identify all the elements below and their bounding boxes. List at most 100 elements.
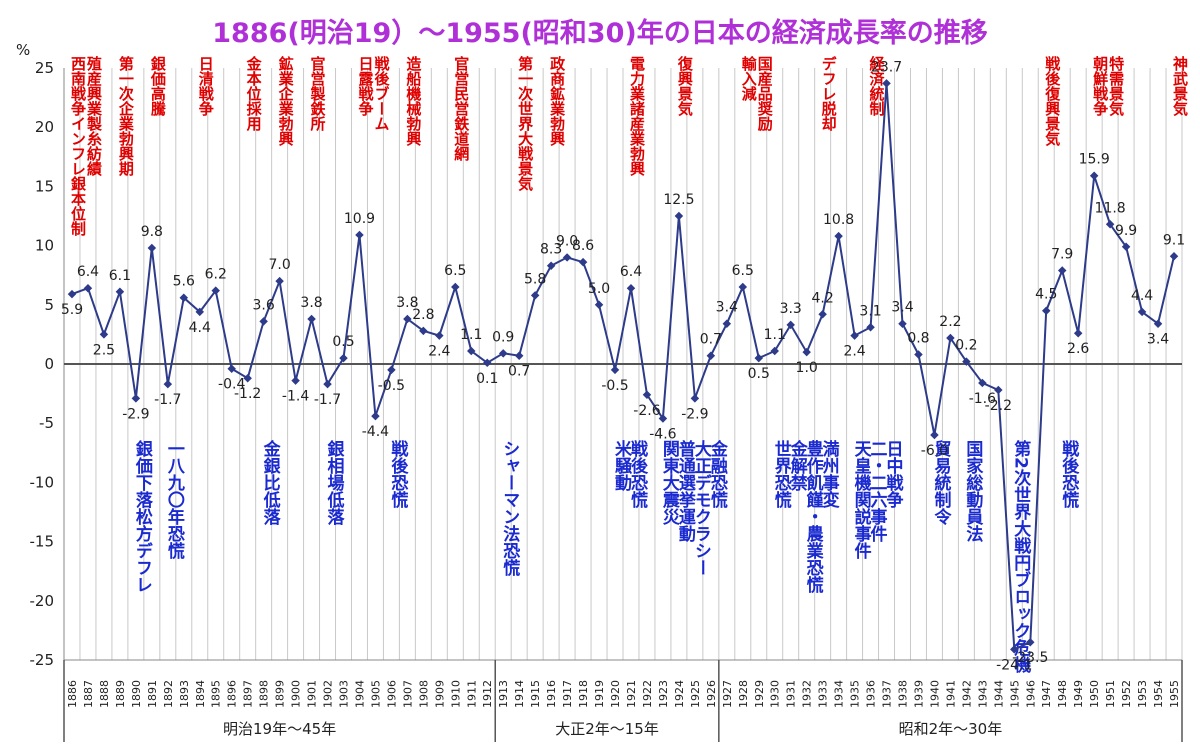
boom-event-label: 日清戦争 [197,56,215,117]
data-point [131,394,141,403]
data-label: 4.4 [189,320,211,336]
x-tick-label: 1944 [992,680,1005,708]
x-tick-label: 1941 [944,680,957,708]
x-tick-label: 1897 [242,680,255,708]
data-label: 6.1 [109,268,131,284]
boom-event-label: 輸入減 [740,55,758,102]
data-label: 2.8 [412,307,434,323]
data-label: 0.7 [508,364,530,380]
data-label: -23.5 [1012,650,1048,666]
data-point [323,379,332,389]
x-axis-ticks: 1886 1887 1888 1889 1890 1891 1892 1893 1894 1895… [66,680,1181,708]
y-tick-label: 25 [35,59,54,77]
boom-event-label: 復興景気 [676,55,694,117]
boom-event-label: 国産品奨励 [756,56,774,132]
era-label: 大正2年～15年 [555,720,659,738]
data-label: 3.3 [780,301,802,317]
data-label: 9.0 [556,233,578,249]
x-tick-label: 1903 [338,680,351,708]
data-label: 0.5 [332,334,354,350]
data-point [914,350,923,359]
boom-event-label: 戦後ブーム [372,55,390,131]
data-label: -1.4 [282,389,309,405]
x-tick-label: 1928 [737,680,750,708]
data-label: 0.1 [476,371,498,387]
x-tick-label: 1930 [769,680,782,708]
data-point [419,326,428,336]
y-tick-label: -5 [39,414,54,432]
crisis-event-label: 戦後恐慌 [1058,439,1079,509]
x-tick-label: 1899 [274,680,287,708]
x-tick-label: 1915 [529,680,542,708]
data-label: 7.9 [1051,246,1073,262]
data-label: 5.6 [173,274,195,290]
data-label: 8.6 [572,238,594,254]
y-tick-label: -15 [30,533,55,551]
data-point [738,282,748,292]
x-tick-label: 1907 [401,680,414,708]
data-label: 8.3 [540,242,562,258]
data-label: 6.5 [444,263,466,279]
data-label: 2.4 [843,344,865,360]
data-point [610,365,620,375]
data-point [498,349,508,358]
boom-event-label: 官営民営鉄道網 [452,55,470,162]
data-label: 3.4 [891,300,913,316]
data-label: 1.0 [796,360,818,376]
crisis-event-label: 大正デモクラシー [691,439,712,576]
data-label: 11.8 [1095,200,1126,216]
chart-title: 1886(明治19）～1955(昭和30)年の日本の経済成長率の推移 [212,17,987,49]
x-tick-label: 1908 [417,680,430,708]
x-tick-label: 1940 [928,680,941,708]
x-tick-label: 1896 [226,680,239,708]
crisis-event-label: 第2次世界大戦円ブロック危機 [1010,439,1032,674]
x-tick-label: 1892 [162,680,175,708]
data-point [483,358,492,368]
data-point [275,276,284,286]
x-tick-label: 1949 [1072,680,1085,708]
data-point [467,346,476,356]
boom-event-label: 戦後復興景気 [1043,55,1061,147]
x-tick-label: 1953 [1136,680,1149,708]
data-point [339,353,348,363]
boom-event-label: 第一次世界大戦景気 [516,55,534,192]
data-label: 6.4 [620,264,642,280]
data-point [706,351,716,360]
data-label: -6.0 [921,443,948,459]
era-label: 明治19年～45年 [223,720,336,738]
data-label: 9.9 [1115,223,1137,239]
y-tick-label: -20 [30,592,55,610]
x-tick-label: 1937 [881,680,894,708]
boom-event-label: 西南戦争インフレ銀本位制 [69,56,87,237]
grid-lines [63,68,1183,661]
data-label: 0.8 [907,331,929,347]
x-tick-label: 1890 [130,680,143,708]
data-label: 4.2 [812,290,834,306]
x-tick-label: 1919 [593,680,606,708]
data-point [754,353,763,363]
data-label: -0.5 [378,378,405,394]
data-point [834,231,843,241]
x-tick-label: 1943 [976,680,989,708]
x-tick-label: 1951 [1104,680,1117,708]
data-label: 7.0 [268,257,290,273]
data-label: -4.6 [649,426,676,442]
data-point [946,333,955,343]
data-point [451,282,460,292]
x-tick-label: 1898 [258,680,271,708]
x-tick-label: 1922 [641,680,654,708]
boom-event-label: 金本位採用 [245,55,263,132]
crisis-event-label: 豊作飢饉・農業恐慌 [803,439,825,594]
x-tick-label: 1938 [897,680,910,708]
data-point [546,261,556,270]
data-label: 2.6 [1067,341,1089,357]
data-label: 3.4 [716,300,738,316]
data-point [435,331,444,340]
series-line [71,83,1175,651]
data-point [898,319,907,328]
data-label: 1.1 [764,327,786,343]
data-label: 3.1 [859,303,881,319]
x-tick-label: 1934 [833,680,846,708]
data-point [147,243,157,253]
data-point [115,287,125,297]
